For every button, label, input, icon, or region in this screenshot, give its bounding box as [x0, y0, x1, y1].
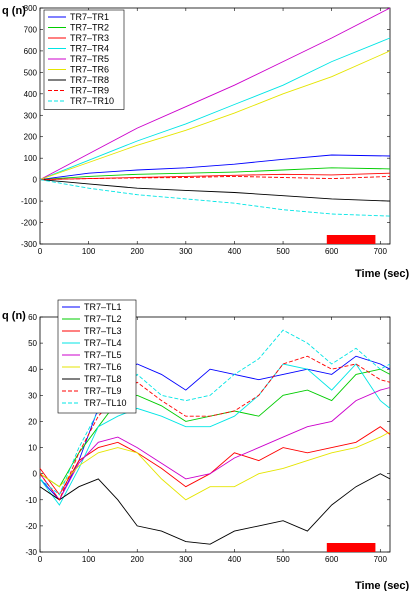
ytick-label: -300	[21, 240, 38, 249]
series-line-7	[39, 473, 391, 545]
ytick-label: 700	[24, 25, 38, 34]
legend-label: TR7–TR9	[70, 86, 109, 96]
series-line-8	[39, 355, 391, 501]
xtick-label: 0	[38, 247, 43, 256]
ytick-label: 10	[28, 444, 37, 453]
xtick-label: 300	[179, 555, 193, 564]
ytick-label: 0	[33, 470, 38, 479]
ytick-label: 60	[28, 313, 37, 322]
ytick-label: -30	[25, 548, 37, 557]
series-line-8	[39, 175, 391, 181]
series-line-6	[39, 431, 391, 501]
series-line-3	[39, 426, 391, 496]
legend-label: TR7–TR8	[70, 75, 109, 85]
series-line-9	[39, 179, 391, 217]
xtick-label: 400	[228, 247, 242, 256]
ytick-label: -100	[21, 197, 38, 206]
series-line-6	[39, 50, 391, 181]
legend-label: TR7–TL3	[84, 326, 122, 336]
legend-label: TR7–TL5	[84, 350, 122, 360]
xlabel-bottom: Time (sec)	[355, 580, 410, 591]
series-line-1	[39, 154, 391, 181]
chart-top: q (n) Time (sec) 0 100 200 300 400 500 600 700 -…	[2, 4, 410, 280]
ytick-label: 200	[24, 133, 38, 142]
legend-label: TR7–TL10	[84, 398, 127, 408]
series-line-7	[39, 179, 391, 202]
ytick-label: 20	[28, 417, 37, 426]
highlight-band	[326, 543, 376, 552]
legend-label: TR7–TL9	[84, 386, 122, 396]
plot-frame-top	[39, 7, 391, 245]
ytick-label: 600	[24, 47, 38, 56]
series-line-4	[39, 37, 391, 181]
series-line-1	[39, 355, 391, 501]
legend-label: TR7–TR1	[70, 12, 109, 22]
series-line-4	[39, 363, 391, 506]
ytick-label: 300	[24, 111, 38, 120]
xtick-label: 500	[276, 555, 290, 564]
series-line-5	[39, 7, 391, 180]
ytick-label: 50	[28, 339, 37, 348]
ytick-label: -10	[25, 496, 37, 505]
legend-label: TR7–TR6	[70, 65, 109, 75]
ytick-label: 100	[24, 154, 38, 163]
xtick-label: 600	[325, 247, 339, 256]
ylabel-top: q (n)	[2, 5, 26, 17]
xtick-label: 600	[325, 555, 339, 564]
xtick-label: 100	[82, 247, 96, 256]
legend-label: TR7–TR2	[70, 23, 109, 33]
legend-label: TR7–TL8	[84, 374, 122, 384]
ytick-label: 400	[24, 90, 38, 99]
ytick-label: 40	[28, 365, 37, 374]
ytick-label: 500	[24, 68, 38, 77]
ytick-label: -20	[25, 522, 37, 531]
xtick-label: 500	[276, 247, 290, 256]
series-line-9	[39, 329, 391, 496]
legend-label: TR7–TL2	[84, 314, 122, 324]
xtick-label: 100	[82, 555, 96, 564]
xtick-label: 300	[179, 247, 193, 256]
xlabel-top: Time (sec)	[355, 268, 410, 280]
highlight-band	[326, 235, 376, 244]
legend-label: TR7–TL4	[84, 338, 122, 348]
xtick-label: 700	[374, 247, 388, 256]
legend-box	[43, 9, 125, 110]
ylabel-bottom: q (n)	[2, 310, 26, 322]
legend-label: TR7–TR4	[70, 44, 109, 54]
xtick-label: 0	[38, 555, 43, 564]
legend-label: TR7–TR5	[70, 54, 109, 64]
xtick-label: 200	[131, 555, 145, 564]
xtick-label: 400	[228, 555, 242, 564]
series-line-5	[39, 387, 391, 501]
legend-label: TR7–TR10	[70, 96, 114, 106]
legend-label: TR7–TL6	[84, 362, 122, 372]
xtick-label: 700	[374, 555, 388, 564]
legend-label: TR7–TR3	[70, 33, 109, 43]
ytick-label: -200	[21, 219, 38, 228]
series-line-2	[39, 167, 391, 181]
ytick-label: 0	[33, 176, 38, 185]
legend-label: TR7–TL1	[84, 302, 122, 312]
chart-bottom: q (n) Time (sec) 0 100 200 300 400 500 600 700-…	[2, 299, 410, 591]
xtick-label: 200	[131, 247, 145, 256]
ytick-label: 30	[28, 391, 37, 400]
ytick-label: 800	[24, 4, 38, 13]
